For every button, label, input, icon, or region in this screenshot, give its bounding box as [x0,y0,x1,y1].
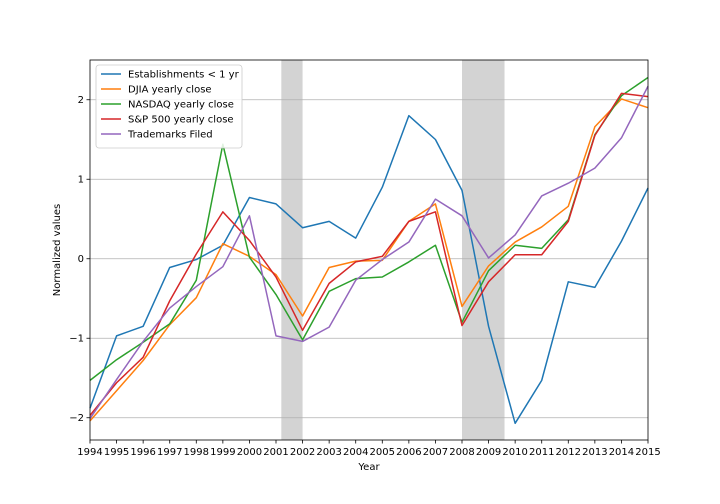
legend-box [95,64,243,149]
x-tick-label: 1999 [210,447,235,458]
series-line-1 [89,114,649,425]
shaded-region-1 [281,60,303,440]
y-tick-label: 1 [78,175,84,186]
legend: Establishments < 1 yr DJIA yearly close NA… [95,64,243,149]
ticks: 1994 1995 1996 1997 1998 1999 2000 2001 2002 2003… [69,95,660,458]
legend-label: DJIA yearly close [128,85,212,96]
plot-frame [89,59,649,441]
x-tick-label: 2000 [237,447,262,458]
series-line-3 [89,76,649,381]
x-tick-label: 2002 [290,447,315,458]
shaded-regions [281,60,505,440]
y-tick-label: −2 [69,413,84,424]
x-tick-label: 1996 [130,447,155,458]
x-tick-label: 2006 [396,447,421,458]
series-line-5 [89,85,649,419]
x-tick-label: 1995 [104,447,129,458]
x-tick-label: 1998 [184,447,209,458]
legend-label: Trademarks Filed [127,130,213,141]
legend-label: S&P 500 yearly close [128,115,234,126]
x-tick-label: 2007 [423,447,448,458]
x-tick-label: 2012 [556,447,581,458]
x-axis-label: Year [357,462,380,473]
x-tick-label: 2004 [343,447,368,458]
x-tick-label: 2009 [476,447,501,458]
x-tick-label: 1994 [77,447,102,458]
series-line-4 [89,92,649,416]
x-tick-label: 2014 [609,447,634,458]
x-tick-label: 2011 [529,447,554,458]
x-tick-label: 1997 [157,447,182,458]
x-tick-label: 2005 [370,447,395,458]
y-tick-label: −1 [69,334,84,345]
axes [89,59,649,441]
y-tick-label: 0 [78,254,84,265]
x-tick-label: 2013 [582,447,607,458]
x-tick-label: 2010 [502,447,527,458]
x-tick-label: 2008 [449,447,474,458]
legend-label: NASDAQ yearly close [128,100,234,111]
series-line-2 [89,98,649,422]
x-tick-label: 2001 [263,447,288,458]
y-tick-label: 2 [78,95,84,106]
x-tick-label: 2015 [635,447,660,458]
series-lines [89,76,649,425]
legend-label: Establishments < 1 yr [128,70,240,81]
y-axis-label: Normalized values [52,204,63,296]
x-tick-label: 2003 [316,447,341,458]
